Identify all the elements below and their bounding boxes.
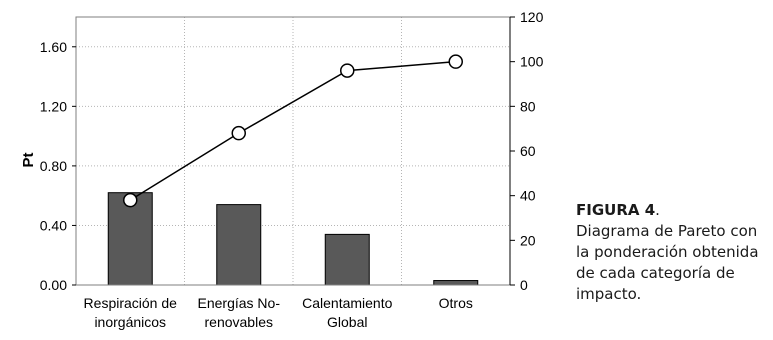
x-axis-labels: Respiración de inorgánicos Energías No-ren… (84, 295, 473, 330)
cumulative-point (231, 125, 246, 141)
right-tick-label: 0 (520, 277, 528, 293)
cumulative-point (340, 63, 355, 78)
right-tick-label: 60 (520, 143, 536, 159)
x-tick-label: Energías No-renovables (198, 295, 281, 330)
right-tick-label: 80 (520, 98, 536, 114)
right-tick-label: 20 (520, 232, 536, 248)
figure-caption: FIGURA 4. Diagrama de Pareto con la pond… (576, 201, 759, 303)
right-y-axis: 0 20 40 60 80 100 120 (509, 9, 544, 293)
bar (324, 233, 370, 286)
left-y-axis: 0.00 0.40 0.80 1.20 1.60 (40, 39, 76, 293)
pareto-chart: 0.00 0.40 0.80 1.20 1.60 0 20 40 60 80 100 120 Res… (20, 9, 544, 330)
cumulative-point (123, 192, 138, 208)
right-tick-label: 40 (520, 188, 536, 204)
bar (433, 280, 479, 286)
right-tick-label: 100 (520, 54, 544, 70)
figure-caption-text: Diagrama de Pareto con la ponderación ob… (576, 222, 759, 303)
bar (216, 204, 262, 286)
right-tick-label: 120 (520, 9, 544, 25)
left-tick-label: 0.40 (40, 217, 67, 233)
figure-label: FIGURA 4 (576, 201, 656, 219)
cumulative-line-series (123, 54, 463, 208)
x-tick-label: Otros (439, 295, 473, 311)
x-tick-label: Respiración de inorgánicos (84, 295, 178, 330)
left-tick-label: 0.00 (40, 277, 67, 293)
y-axis-label: Pt (20, 152, 37, 167)
x-tick-label: Calentamiento Global (302, 295, 392, 330)
cumulative-point (448, 54, 463, 69)
left-tick-label: 0.80 (40, 158, 67, 174)
bar (107, 192, 153, 286)
left-tick-label: 1.60 (40, 39, 67, 55)
cumulative-line (129, 60, 456, 201)
left-tick-label: 1.20 (40, 98, 67, 114)
